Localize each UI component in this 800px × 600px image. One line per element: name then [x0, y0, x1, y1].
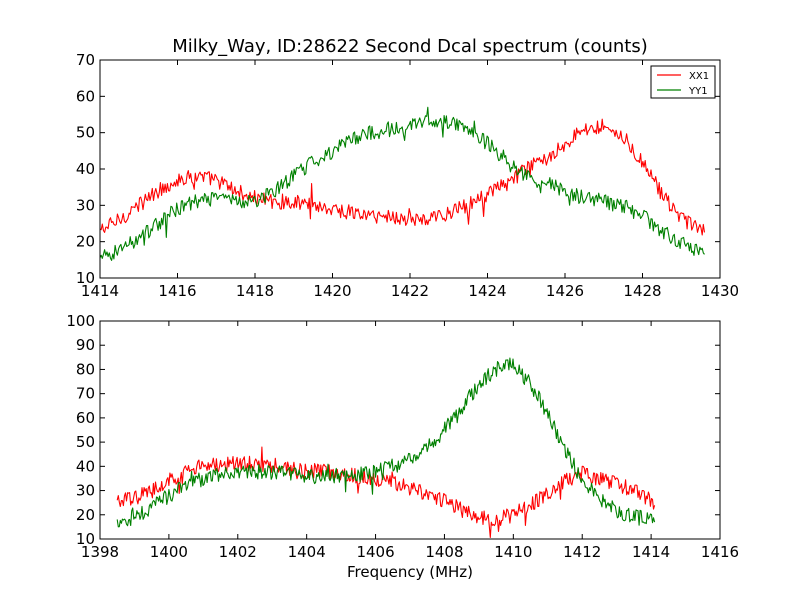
top-ticks-group: 1414 1416 1418 1420 1422 1424 1426 1428 1430 10 20…: [76, 51, 739, 300]
top-y-tick-label: 30: [76, 196, 95, 214]
bottom-series-line-xx1: [116, 446, 656, 539]
bottom-y-tick-label: 70: [76, 385, 95, 403]
chart-title: Milky_Way, ID:28622 Second Dcal spectrum…: [172, 36, 648, 57]
top-x-tick-label: 1430: [701, 282, 739, 300]
bottom-y-tick-label: 20: [76, 506, 95, 524]
bottom-y-tick-label: 10: [76, 530, 95, 548]
legend-label-yy1: YY1: [688, 86, 708, 97]
bottom-y-tick-label: 60: [76, 409, 95, 427]
top-x-tick-label: 1424: [468, 282, 506, 300]
top-series-line-xx1: [99, 118, 706, 236]
top-series-line-yy1: [99, 106, 705, 261]
bottom-x-tick-label: 1414: [632, 543, 670, 561]
top-y-tick-label: 60: [76, 87, 95, 105]
top-y-tick-label: 10: [76, 269, 95, 287]
top-y-tick-label: 20: [76, 233, 95, 251]
bottom-axes-frame: [99, 320, 721, 540]
bottom-y-tick-label: 100: [66, 312, 95, 330]
bottom-y-tick-label: 90: [76, 336, 95, 354]
bottom-ticks-group: 1398 1400 1402 1404 1406 1408 1410 1412 1414 1416…: [66, 312, 739, 561]
bottom-x-tick-label: 1406: [356, 543, 394, 561]
bottom-x-tick-label: 1416: [701, 543, 739, 561]
bottom-x-tick-label: 1412: [563, 543, 601, 561]
legend-box: [650, 65, 716, 99]
legend-label-xx1: XX1: [689, 71, 709, 82]
x-axis-label: Frequency (MHz): [347, 563, 473, 581]
bottom-x-tick-label: 1398: [81, 543, 119, 561]
bottom-y-tick-label: 50: [76, 433, 95, 451]
top-y-tick-label: 40: [76, 160, 95, 178]
top-x-tick-label: 1418: [236, 282, 274, 300]
legend: XX1 YY1: [650, 65, 716, 99]
top-x-tick-label: 1416: [158, 282, 196, 300]
top-y-tick-label: 70: [76, 51, 95, 69]
bottom-x-tick-label: 1408: [425, 543, 463, 561]
top-x-tick-label: 1422: [391, 282, 429, 300]
bottom-series-line-yy1: [116, 357, 656, 528]
top-x-tick-label: 1414: [81, 282, 119, 300]
bottom-x-tick-label: 1402: [219, 543, 257, 561]
bottom-y-tick-label: 40: [76, 457, 95, 475]
bottom-spectrum-panel: 1398 1400 1402 1404 1406 1408 1410 1412 1414 1416…: [66, 312, 739, 581]
bottom-x-tick-label: 1410: [494, 543, 532, 561]
bottom-x-tick-label: 1404: [288, 543, 326, 561]
top-y-tick-label: 50: [76, 124, 95, 142]
bottom-y-tick-label: 30: [76, 482, 95, 500]
top-spectrum-panel: Milky_Way, ID:28622 Second Dcal spectrum…: [76, 36, 739, 300]
bottom-y-tick-label: 80: [76, 360, 95, 378]
bottom-series-group: [116, 357, 656, 539]
top-series-group: [99, 106, 706, 261]
top-x-tick-label: 1420: [313, 282, 351, 300]
bottom-x-tick-label: 1400: [150, 543, 188, 561]
top-x-tick-label: 1428: [623, 282, 661, 300]
top-x-tick-label: 1426: [546, 282, 584, 300]
